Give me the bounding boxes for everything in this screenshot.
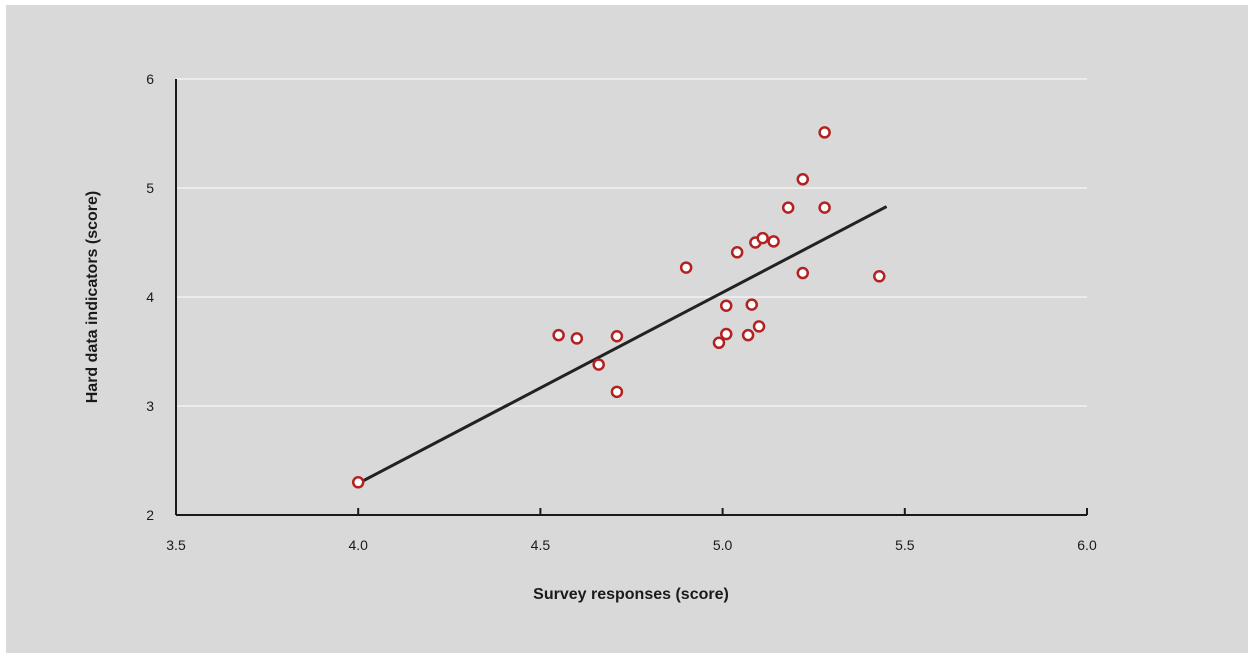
data-point — [741, 328, 755, 342]
data-point — [781, 201, 795, 214]
data-point — [719, 299, 733, 312]
x-tick-label: 4.5 — [531, 537, 551, 553]
y-tick-label: 5 — [146, 180, 154, 196]
data-point — [730, 246, 744, 259]
data-point — [818, 201, 831, 214]
x-tick-label: 4.0 — [348, 537, 368, 553]
data-point — [752, 320, 766, 333]
data-point — [610, 385, 624, 399]
y-axis-title: Hard data indicators (score) — [84, 191, 101, 404]
data-point — [719, 327, 733, 341]
data-point — [796, 266, 810, 280]
data-point — [712, 336, 726, 350]
data-point — [552, 328, 565, 342]
x-tick-label: 6.0 — [1077, 537, 1097, 553]
data-point — [818, 126, 831, 139]
trendline-layer — [357, 205, 888, 485]
tick-labels: 2 3 4 5 6 3.5 4.0 4.5 5.0 5.5 6.0 — [146, 71, 1097, 553]
y-tick-label: 3 — [146, 398, 154, 414]
y-tick-label: 4 — [146, 289, 154, 305]
data-point — [873, 270, 886, 283]
data-point — [756, 231, 769, 245]
trendline — [357, 205, 888, 485]
y-tick-label: 6 — [146, 71, 154, 87]
data-point — [570, 332, 584, 345]
data-point — [351, 476, 365, 489]
data-point — [796, 173, 810, 186]
x-tick-label: 5.0 — [713, 537, 733, 553]
points-layer — [351, 126, 886, 489]
x-tick-label: 5.5 — [895, 537, 915, 553]
chart-panel — [6, 5, 1248, 653]
data-point — [745, 298, 759, 311]
x-axis-title: Survey responses (score) — [533, 586, 729, 603]
data-point — [679, 261, 693, 274]
data-point — [610, 329, 624, 343]
x-tick-label: 3.5 — [166, 537, 186, 553]
axes — [175, 79, 1088, 516]
data-point — [767, 235, 780, 248]
gridlines — [176, 78, 1087, 407]
data-point — [592, 358, 605, 371]
y-tick-label: 2 — [146, 507, 154, 523]
